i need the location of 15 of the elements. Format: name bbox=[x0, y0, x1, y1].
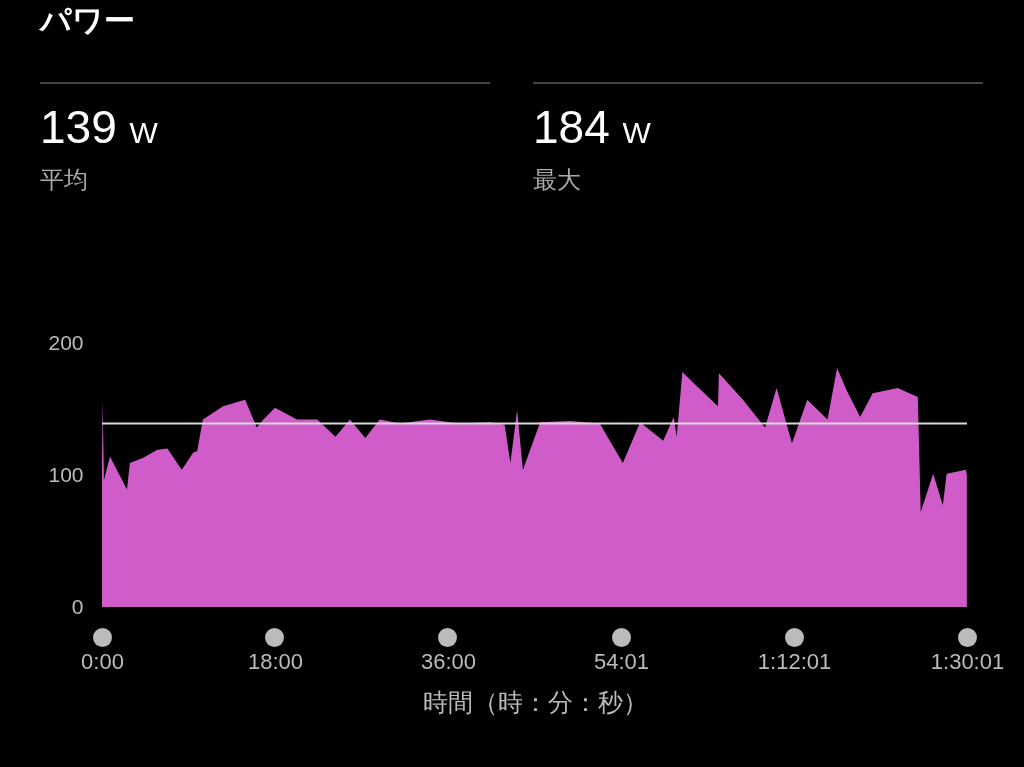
y-tick-label: 200 bbox=[48, 330, 84, 354]
x-tick-label: 1:12:01 bbox=[757, 648, 832, 674]
x-tick-label: 18:00 bbox=[247, 648, 303, 674]
x-tick-label: 0:00 bbox=[81, 648, 124, 674]
y-tick-label: 100 bbox=[48, 462, 84, 486]
text: 最大 bbox=[533, 165, 582, 195]
x-tick-label: 54:01 bbox=[594, 648, 650, 674]
text: 平均 bbox=[40, 165, 89, 195]
y-tick-label: 0 bbox=[71, 594, 84, 618]
text: 139 W bbox=[40, 101, 158, 153]
x-axis-title: 時間（時：分：秒） bbox=[422, 687, 648, 716]
x-tick-label: 1:30:01 bbox=[930, 648, 1005, 674]
chart-title: パワー bbox=[40, 2, 135, 40]
x-tick-label: 36:00 bbox=[420, 648, 476, 674]
text: 184 W bbox=[533, 101, 651, 153]
